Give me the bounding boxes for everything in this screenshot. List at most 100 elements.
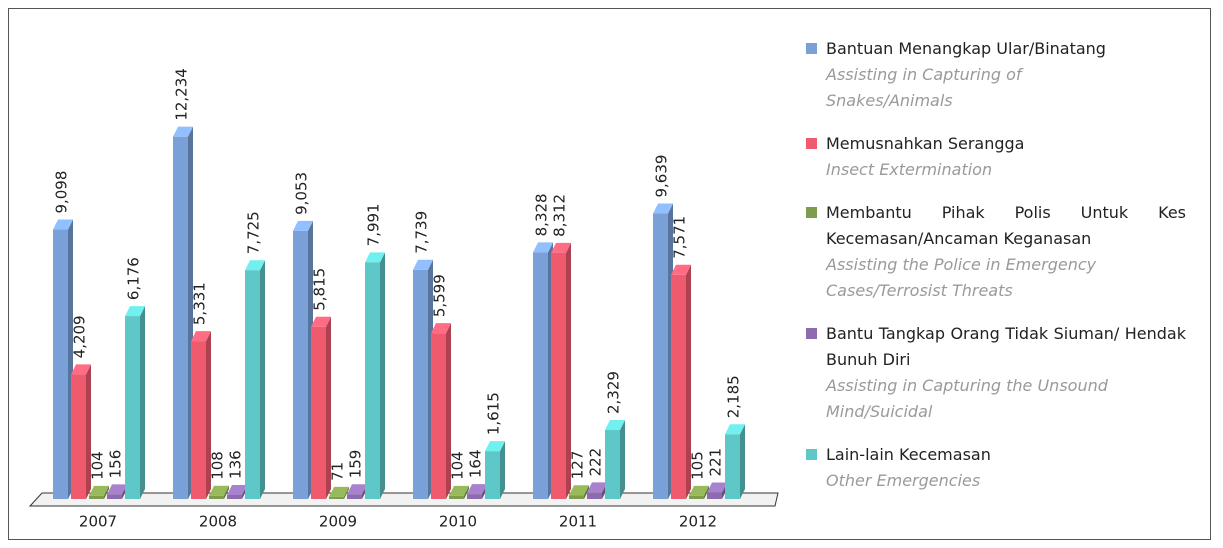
frame: [8, 8, 1211, 540]
bar: [71, 374, 86, 499]
bar: [725, 434, 740, 499]
bar-top: [485, 441, 505, 452]
legend-sublabel: Other Emergencies: [826, 471, 981, 490]
bar: [209, 495, 224, 499]
bar-top: [413, 259, 433, 270]
bar-top: [449, 485, 469, 496]
bar-top: [365, 252, 385, 263]
value-label: 5,331: [191, 282, 209, 325]
bar-top: [209, 485, 229, 496]
value-label: 7,991: [365, 203, 383, 246]
legend-label: Bantuan Menangkap Ular/Binatang: [826, 39, 1106, 58]
bar: [707, 492, 722, 499]
bar-top: [671, 264, 691, 275]
x-tick-label: 2007: [79, 513, 117, 531]
legend-item: Bantu Tangkap Orang Tidak Siuman/ Hendak…: [806, 321, 1186, 425]
value-label: 12,234: [173, 68, 191, 121]
bar-top: [707, 482, 727, 493]
bar: [293, 230, 308, 500]
bar-side: [104, 485, 109, 499]
bar-top: [551, 242, 571, 253]
legend-item: Membantu Pihak Polis Untuk Kes Kecemasan…: [806, 200, 1186, 304]
value-label: 7,739: [413, 211, 431, 254]
legend-item: Memusnahkan Serangga Insect Extermination: [806, 131, 1186, 183]
bar-side: [464, 485, 469, 499]
value-label: 221: [707, 448, 725, 477]
bar: [569, 495, 584, 499]
legend: Bantuan Menangkap Ular/Binatang Assisting…: [806, 36, 1186, 511]
bar-side: [206, 331, 211, 499]
bar-side: [86, 364, 91, 499]
legend-sublabel: Assisting the Police in Emergency Cases/…: [826, 255, 1097, 300]
value-label: 159: [347, 450, 365, 479]
bar-top: [725, 424, 745, 435]
legend-swatch: [806, 43, 817, 54]
bar: [89, 495, 104, 499]
bar-side: [686, 264, 691, 499]
legend-swatch: [806, 328, 817, 339]
bar: [329, 496, 344, 499]
bar-side: [140, 306, 145, 499]
bar: [653, 213, 668, 500]
bar-side: [260, 260, 265, 499]
x-tick-label: 2009: [319, 513, 357, 531]
bar: [485, 451, 500, 499]
bar-top: [347, 484, 367, 495]
bar-top: [533, 242, 553, 253]
bar: [245, 270, 260, 499]
bar-side: [620, 420, 625, 499]
bar-side: [500, 441, 505, 499]
bar-side: [566, 242, 571, 500]
x-tick-label: 2010: [439, 513, 477, 531]
value-label: 2,329: [605, 371, 623, 414]
bar-side: [584, 485, 589, 499]
bar-top: [227, 484, 247, 495]
bar: [311, 326, 326, 499]
bar: [53, 229, 68, 499]
x-tick-label: 2012: [679, 513, 717, 531]
bar: [671, 274, 686, 499]
bar: [347, 494, 362, 499]
bar: [467, 494, 482, 499]
value-label: 105: [689, 451, 707, 480]
bar: [605, 430, 620, 499]
bar-top: [569, 485, 589, 496]
bar-top: [125, 306, 145, 317]
bar: [125, 316, 140, 499]
bar: [689, 495, 704, 499]
bar-top: [53, 219, 73, 230]
bar-side: [704, 485, 709, 499]
bar-side: [224, 485, 229, 499]
x-tick-label: 2011: [559, 513, 597, 531]
bar-top: [71, 364, 91, 375]
value-label: 108: [209, 451, 227, 480]
bar-side: [380, 252, 385, 499]
bar: [413, 269, 428, 499]
value-label: 136: [227, 450, 245, 479]
legend-sublabel: Assisting in Capturing of Snakes/Animals: [826, 65, 1022, 110]
value-label: 104: [449, 451, 467, 480]
value-label: 5,815: [311, 268, 329, 311]
bar-side: [740, 424, 745, 499]
legend-swatch: [806, 449, 817, 460]
bar: [173, 136, 188, 500]
value-label: 9,053: [293, 172, 311, 215]
legend-item: Bantuan Menangkap Ular/Binatang Assisting…: [806, 36, 1186, 114]
bar-top: [245, 260, 265, 271]
value-label: 222: [587, 448, 605, 477]
bar-side: [344, 486, 349, 499]
bar-top: [191, 331, 211, 342]
value-label: 7,571: [671, 216, 689, 259]
value-label: 104: [89, 451, 107, 480]
legend-sublabel: Insect Extermination: [826, 160, 993, 179]
value-label: 6,176: [125, 257, 143, 300]
bar-top: [173, 126, 193, 137]
value-label: 7,725: [245, 211, 263, 254]
bar-top: [467, 484, 487, 495]
bar-top: [587, 482, 607, 493]
value-label: 4,209: [71, 315, 89, 358]
value-label: 156: [107, 450, 125, 479]
bar-top: [653, 203, 673, 214]
bar-top: [107, 484, 127, 495]
bar: [449, 495, 464, 499]
